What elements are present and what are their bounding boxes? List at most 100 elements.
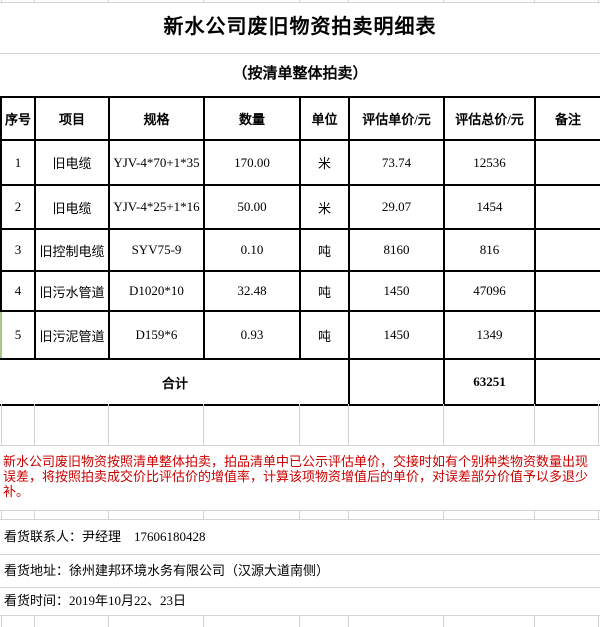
cell-remark bbox=[534, 228, 600, 272]
cell-quantity: 0.93 bbox=[203, 310, 301, 360]
cell-remark bbox=[534, 310, 600, 360]
gridline bbox=[0, 587, 600, 588]
cell-remark bbox=[534, 270, 600, 312]
col-header-quantity: 数量 bbox=[203, 96, 301, 141]
cell-index: 3 bbox=[0, 228, 36, 272]
cell-quantity: 32.48 bbox=[203, 270, 301, 312]
gridline bbox=[598, 510, 599, 519]
cell-unit: 吨 bbox=[299, 310, 350, 360]
cell-total-price: 816 bbox=[443, 228, 536, 272]
footer-contact: 看货联系人：尹经理 17606180428 bbox=[4, 529, 206, 544]
gridline bbox=[598, 404, 599, 445]
gridline bbox=[348, 615, 349, 627]
gridline bbox=[0, 554, 600, 555]
auction-table: 序号 项目 规格 数量 单位 评估单价/元 评估总价/元 备注 1 旧电缆 YJ… bbox=[0, 96, 600, 406]
cell-index: 1 bbox=[0, 139, 36, 186]
gridline bbox=[108, 0, 109, 2]
gridline bbox=[0, 2, 600, 3]
cell-unit: 米 bbox=[299, 184, 350, 230]
cell-unit-price: 1450 bbox=[348, 270, 445, 312]
table-row: 5 旧污泥管道 D159*6 0.93 吨 1450 1349 bbox=[0, 310, 600, 360]
gridline bbox=[108, 404, 109, 445]
cell-total-price: 47096 bbox=[443, 270, 536, 312]
cell-unit: 吨 bbox=[299, 228, 350, 272]
summary-label-cell: 合计 bbox=[0, 358, 350, 406]
cell-unit: 米 bbox=[299, 139, 350, 186]
notice-line: 新水公司废旧物资按照清单整体拍卖，拍品清单中已公示评估单价，交接时如有个别种类物… bbox=[3, 454, 589, 469]
cell-total-price: 1454 bbox=[443, 184, 536, 230]
gridline bbox=[1, 0, 2, 2]
cell-spec: D1020*10 bbox=[108, 270, 205, 312]
gridline bbox=[598, 615, 599, 627]
gridline bbox=[203, 0, 204, 2]
gridline bbox=[348, 0, 349, 2]
col-header-total-price: 评估总价/元 bbox=[443, 96, 536, 141]
header-row: 序号 项目 规格 数量 单位 评估单价/元 评估总价/元 备注 bbox=[0, 96, 600, 141]
gridline bbox=[443, 0, 444, 2]
summary-unit-price-cell bbox=[348, 358, 445, 406]
page-subtitle: （按清单整体拍卖） bbox=[232, 66, 368, 82]
cell-quantity: 0.10 bbox=[203, 228, 301, 272]
gridline bbox=[1, 404, 2, 445]
gridline bbox=[34, 510, 35, 519]
cell-unit: 吨 bbox=[299, 270, 350, 312]
cell-item: 旧污泥管道 bbox=[34, 310, 110, 360]
table-row: 3 旧控制电缆 SYV75-9 0.10 吨 8160 816 bbox=[0, 228, 600, 272]
summary-total-price-cell: 63251 bbox=[443, 358, 536, 406]
col-header-unit: 单位 bbox=[299, 96, 350, 141]
gridline bbox=[34, 404, 35, 445]
footer-address: 看货地址：徐州建邦环境水务有限公司（汉源大道南侧） bbox=[4, 563, 330, 578]
summary-row: 合计 63251 bbox=[0, 358, 600, 406]
cell-quantity: 50.00 bbox=[203, 184, 301, 230]
cell-spec: SYV75-9 bbox=[108, 228, 205, 272]
gridline bbox=[203, 404, 204, 445]
gridline bbox=[299, 615, 300, 627]
cell-unit-price: 8160 bbox=[348, 228, 445, 272]
gridline bbox=[534, 0, 535, 2]
gridline bbox=[34, 615, 35, 627]
cell-remark bbox=[534, 139, 600, 186]
table-row: 1 旧电缆 YJV-4*70+1*35 170.00 米 73.74 12536 bbox=[0, 139, 600, 186]
cell-remark bbox=[534, 184, 600, 230]
gridline bbox=[203, 615, 204, 627]
auction-notice: 新水公司废旧物资按照清单整体拍卖，拍品清单中已公示评估单价，交接时如有个别种类物… bbox=[0, 446, 600, 510]
cell-index: 4 bbox=[0, 270, 36, 312]
gridline bbox=[443, 615, 444, 627]
gridline bbox=[108, 510, 109, 519]
gridline bbox=[299, 510, 300, 519]
col-header-index: 序号 bbox=[0, 96, 36, 141]
gridline bbox=[1, 510, 2, 519]
gridline bbox=[299, 404, 300, 445]
footer-time: 看货时间：2019年10月22、23日 bbox=[4, 593, 187, 608]
gridline bbox=[0, 519, 600, 520]
cell-spec: YJV-4*70+1*35 bbox=[108, 139, 205, 186]
gridline bbox=[34, 0, 35, 2]
cell-item: 旧电缆 bbox=[34, 139, 110, 186]
gridline bbox=[348, 404, 349, 445]
gridline bbox=[443, 404, 444, 445]
cell-total-price: 12536 bbox=[443, 139, 536, 186]
cell-quantity: 170.00 bbox=[203, 139, 301, 186]
gridline bbox=[598, 0, 599, 2]
gridline bbox=[534, 404, 535, 445]
gridline bbox=[0, 53, 600, 54]
gridline bbox=[108, 615, 109, 627]
cell-unit-price: 73.74 bbox=[348, 139, 445, 186]
cell-item: 旧控制电缆 bbox=[34, 228, 110, 272]
summary-remark-cell bbox=[534, 358, 600, 406]
gridline bbox=[1, 615, 2, 627]
col-header-spec: 规格 bbox=[108, 96, 205, 141]
cell-item: 旧电缆 bbox=[34, 184, 110, 230]
gridline bbox=[0, 615, 600, 616]
col-header-remark: 备注 bbox=[534, 96, 600, 141]
cell-spec: YJV-4*25+1*16 bbox=[108, 184, 205, 230]
table-row: 4 旧污水管道 D1020*10 32.48 吨 1450 47096 bbox=[0, 270, 600, 312]
gridline bbox=[299, 0, 300, 2]
page-title: 新水公司废旧物资拍卖明细表 bbox=[163, 16, 437, 38]
gridline bbox=[348, 510, 349, 519]
gridline bbox=[534, 510, 535, 519]
notice-line: 补。 bbox=[3, 484, 30, 499]
cell-spec: D159*6 bbox=[108, 310, 205, 360]
cell-total-price: 1349 bbox=[443, 310, 536, 360]
